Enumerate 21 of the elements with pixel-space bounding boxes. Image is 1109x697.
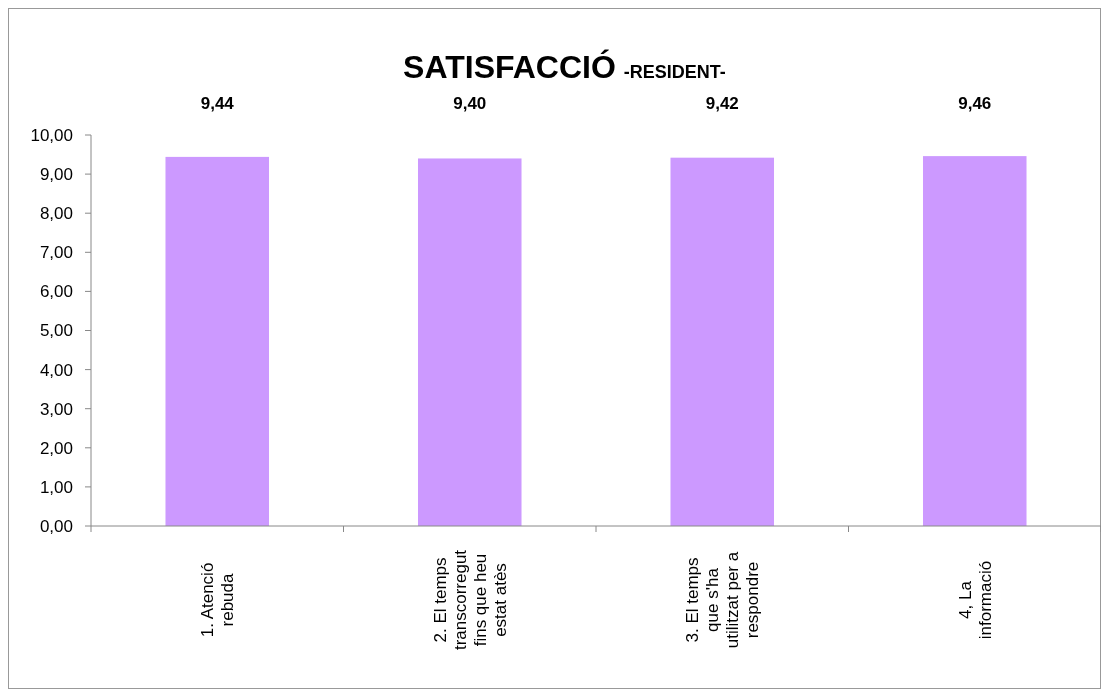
y-tick-label: 3,00	[39, 399, 73, 419]
y-tick-label: 1,00	[39, 477, 73, 497]
y-tick-label: 8,00	[39, 204, 73, 224]
y-tick-label: 10,00	[30, 125, 73, 145]
data-label: 9,42	[705, 94, 739, 113]
chart-title: SATISFACCIÓ	[403, 49, 616, 85]
y-tick-label: 2,00	[39, 438, 73, 458]
data-label: 9,40	[453, 94, 487, 113]
y-tick-label: 5,00	[39, 321, 73, 341]
y-tick-label: 9,00	[39, 165, 73, 185]
x-tick-label: 3. El temps que s'ha utilitzat per a respondre	[683, 551, 763, 649]
x-tick-label: 4, La informació	[955, 560, 995, 640]
chart-subtitle: -RESIDENT-	[623, 62, 726, 82]
data-label: 9,44	[200, 94, 235, 113]
y-tick-label: 0,00	[39, 516, 73, 536]
x-tick-label: 1. Atenció rebuda	[198, 562, 238, 638]
data-label: 9,46	[958, 94, 992, 113]
x-tick-label: 2. El temps transcorregut fins que heu estat atès	[430, 549, 510, 651]
y-tick-label: 4,00	[39, 360, 73, 380]
y-tick-label: 7,00	[39, 243, 73, 263]
y-tick-label: 6,00	[39, 282, 73, 302]
